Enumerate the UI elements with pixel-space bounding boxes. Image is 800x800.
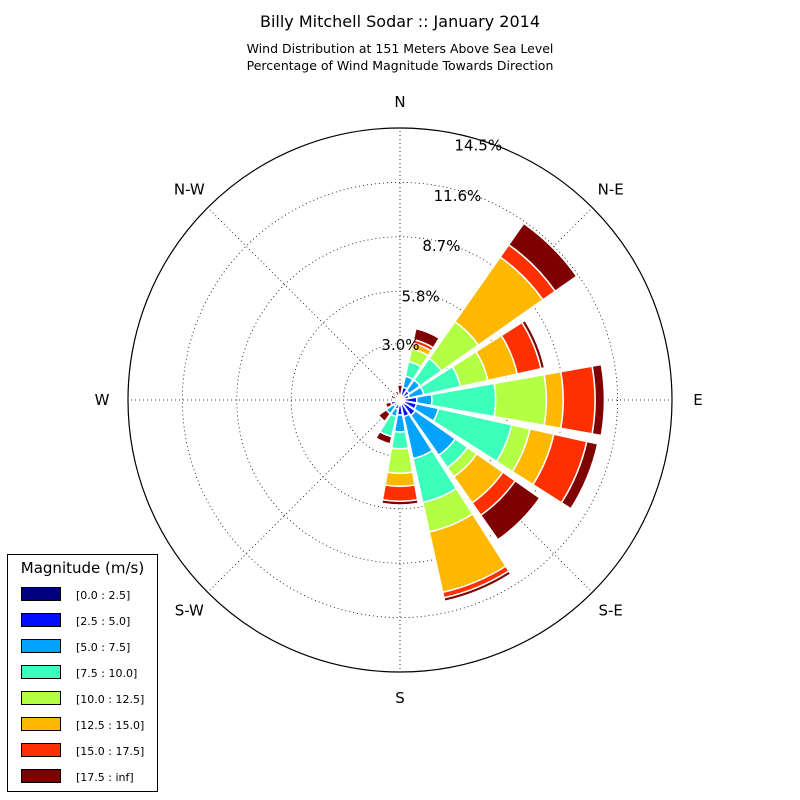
legend-swatch: [21, 587, 61, 601]
legend-label: [12.5 : 15.0]: [76, 719, 145, 732]
wedge-s-bin-2: [393, 399, 407, 433]
legend-label: [15.0 : 17.5]: [76, 745, 145, 758]
compass-label-s-e: S-E: [599, 602, 623, 620]
wedge-nnw-bin-0: [397, 397, 401, 401]
chart-subtitle-line1: Wind Distribution at 151 Meters Above Se…: [246, 41, 554, 56]
compass-label-s-w: S-W: [175, 602, 204, 620]
legend-title: Magnitude (m/s): [20, 559, 145, 577]
compass-label-n-w: N-W: [174, 180, 205, 198]
radial-tick-label: 3.0%: [381, 336, 419, 354]
legend-label: [0.0 : 2.5]: [76, 589, 131, 602]
compass-label-n: N: [394, 93, 405, 111]
legend-swatch: [21, 717, 61, 731]
legend-label: [10.0 : 12.5]: [76, 693, 145, 706]
legend: Magnitude (m/s) [0.0 : 2.5] [2.5 : 5.0] [5…: [7, 554, 158, 792]
wedge-e-bin-3: [399, 382, 497, 418]
legend-swatch: [21, 613, 61, 627]
legend-swatch: [21, 639, 61, 653]
legend-label: [5.0 : 7.5]: [76, 641, 131, 654]
compass-label-w: W: [95, 391, 110, 409]
angular-gridline: [207, 207, 401, 401]
legend-label: [2.5 : 5.0]: [76, 615, 131, 628]
angular-gridline: [207, 399, 401, 593]
legend-label: [17.5 : inf]: [76, 771, 134, 784]
radial-gridline: [181, 181, 619, 619]
legend-swatch: [21, 743, 61, 757]
legend-label: [7.5 : 10.0]: [76, 667, 138, 680]
outer-circle: [127, 127, 673, 673]
radial-tick-label: 5.8%: [402, 287, 440, 305]
legend-swatch: [21, 691, 61, 705]
compass-label-s: S: [395, 689, 405, 707]
legend-swatch: [21, 665, 61, 679]
legend-swatch: [21, 769, 61, 783]
radial-tick-label: 14.5%: [454, 137, 502, 155]
compass-label-e: E: [693, 391, 702, 409]
radial-tick-label: 11.6%: [434, 187, 482, 205]
wedge-se-bin-1: [399, 399, 417, 417]
compass-label-n-e: N-E: [598, 180, 624, 198]
chart-title: Billy Mitchell Sodar :: January 2014: [259, 12, 541, 31]
chart-subtitle-line2: Percentage of Wind Magnitude Towards Dir…: [246, 58, 554, 73]
radial-tick-label: 8.7%: [422, 237, 460, 255]
